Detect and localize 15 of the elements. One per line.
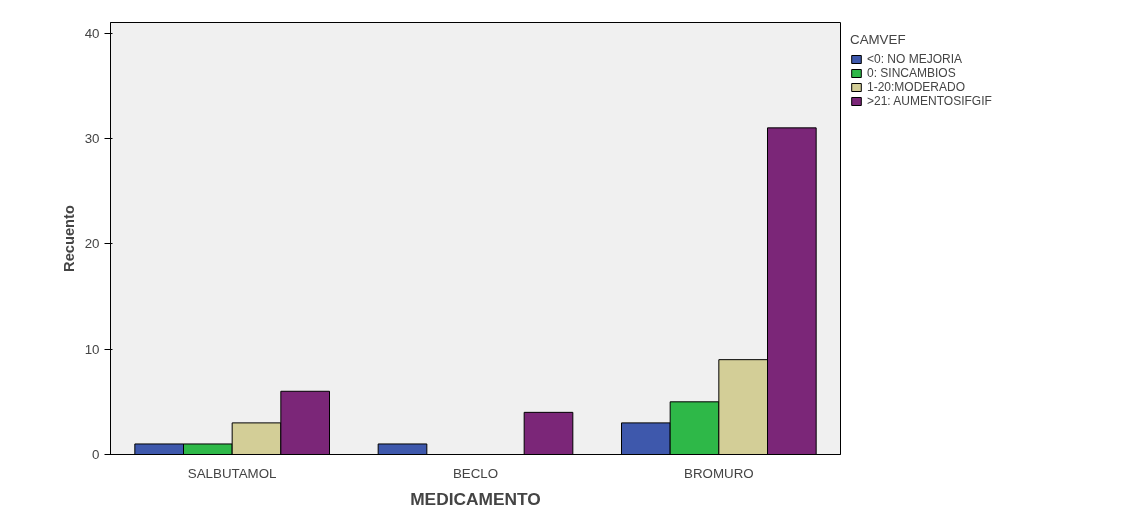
x-axis-title: MEDICAMENTO — [410, 488, 541, 509]
x-tick-label: BECLO — [452, 465, 499, 481]
y-tick-label: 20 — [84, 236, 100, 252]
legend-label: >21: AUMENTOSIFGIF — [867, 94, 992, 108]
y-tick-label: 30 — [84, 130, 100, 146]
legend-title: CAMVEF — [850, 32, 907, 47]
y-axis-title: Recuento — [60, 205, 77, 272]
y-tick-label: 10 — [84, 341, 100, 357]
legend-label: <0: NO MEJORIA — [867, 52, 963, 66]
x-tick-label: BROMURO — [684, 465, 754, 481]
y-tick-label: 0 — [92, 447, 100, 462]
legend-label: 1-20:MODERADO — [867, 80, 966, 94]
y-tick-label: 40 — [84, 25, 100, 41]
legend-label: 0: SINCAMBIOS — [867, 66, 956, 80]
x-tick-label: SALBUTAMOL — [187, 465, 277, 481]
